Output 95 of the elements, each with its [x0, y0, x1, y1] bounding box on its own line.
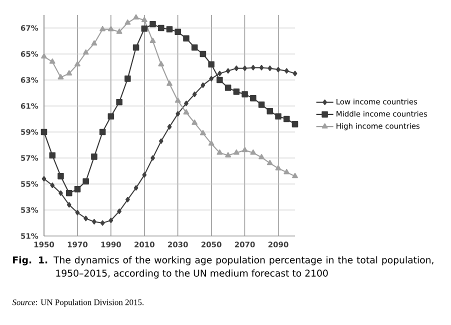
point [82, 178, 89, 185]
point [174, 97, 181, 103]
point [42, 176, 46, 182]
point [275, 165, 282, 170]
point [284, 68, 289, 74]
point [216, 76, 223, 84]
point [250, 95, 256, 102]
text: Fig. 1. The dynamics of the working age population percentage in the total population, 1950–2015, according to the UN medium forecast to 2100 [13, 256, 434, 279]
point [275, 113, 282, 120]
point [208, 61, 214, 68]
point [283, 116, 290, 122]
point [184, 100, 188, 106]
point [133, 14, 139, 20]
point [183, 109, 190, 114]
point [250, 64, 256, 70]
point [116, 98, 122, 106]
point [75, 210, 80, 216]
point [192, 120, 198, 125]
point [125, 196, 130, 202]
point [284, 168, 290, 174]
point [92, 218, 96, 224]
point [141, 26, 148, 32]
point [124, 19, 131, 25]
point [242, 146, 248, 152]
point [292, 70, 298, 76]
point [234, 66, 239, 72]
point [58, 190, 63, 196]
point [216, 149, 223, 155]
point [259, 64, 264, 70]
point [224, 84, 232, 91]
point [292, 172, 298, 178]
point [218, 70, 222, 76]
point [91, 154, 98, 160]
point [166, 26, 173, 32]
point [116, 28, 122, 34]
point [208, 140, 214, 146]
point [100, 220, 105, 226]
point [150, 20, 156, 28]
point [66, 202, 72, 208]
point [41, 53, 47, 59]
point [167, 124, 172, 130]
point [66, 70, 72, 76]
point [50, 182, 55, 188]
point [84, 216, 88, 222]
point [108, 113, 114, 120]
point [91, 40, 98, 46]
point [142, 172, 147, 178]
point [209, 76, 214, 82]
point [40, 128, 48, 136]
point [292, 121, 298, 128]
point [266, 108, 274, 114]
point [200, 50, 206, 58]
point [74, 186, 81, 192]
point [141, 16, 148, 22]
point [200, 130, 206, 136]
point [166, 80, 172, 86]
point [58, 74, 64, 80]
point [174, 28, 182, 36]
point [49, 152, 56, 159]
point [176, 111, 180, 117]
point [158, 61, 164, 66]
point [192, 92, 197, 98]
point [58, 173, 64, 180]
point [82, 49, 89, 55]
point [191, 44, 198, 51]
point [150, 155, 155, 161]
point [225, 152, 232, 158]
point [132, 44, 140, 51]
point [117, 208, 122, 214]
point [242, 66, 247, 72]
point [100, 26, 106, 32]
point [150, 38, 156, 43]
point [134, 185, 138, 191]
point [49, 58, 56, 64]
point [242, 91, 248, 98]
point [250, 149, 256, 155]
point [268, 66, 272, 72]
point [158, 138, 164, 144]
point [233, 88, 240, 95]
text: Source: UN Population Division 2015. [12, 299, 144, 307]
point [124, 76, 131, 82]
point [74, 61, 80, 66]
point [266, 160, 273, 166]
point [233, 149, 240, 155]
point [183, 35, 190, 42]
point [226, 68, 230, 74]
point [108, 218, 114, 224]
point [276, 66, 280, 72]
point [158, 24, 164, 32]
point [258, 102, 265, 108]
point [108, 26, 114, 32]
point [200, 82, 206, 88]
point [66, 190, 72, 196]
point [99, 128, 106, 136]
point [258, 154, 264, 160]
